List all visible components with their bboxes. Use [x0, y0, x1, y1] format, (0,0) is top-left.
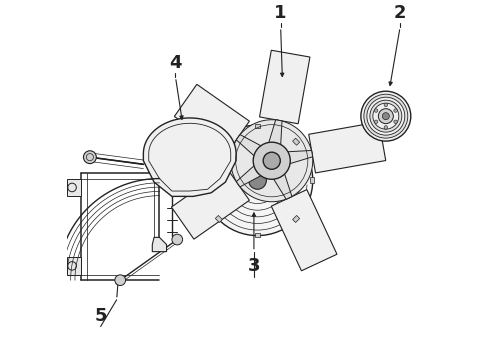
Polygon shape: [67, 257, 81, 275]
Circle shape: [361, 91, 411, 141]
Polygon shape: [215, 215, 222, 222]
Circle shape: [367, 97, 405, 135]
Circle shape: [374, 120, 378, 123]
Polygon shape: [268, 120, 282, 148]
Circle shape: [172, 234, 183, 245]
Polygon shape: [67, 179, 81, 197]
Circle shape: [248, 171, 267, 189]
Text: 5: 5: [95, 307, 107, 325]
Circle shape: [378, 109, 393, 123]
Polygon shape: [215, 138, 222, 145]
Circle shape: [394, 120, 397, 123]
Polygon shape: [255, 233, 260, 237]
Text: 2: 2: [394, 4, 406, 22]
Circle shape: [394, 109, 397, 112]
Polygon shape: [201, 177, 205, 183]
Polygon shape: [236, 135, 264, 158]
Circle shape: [115, 275, 125, 285]
Polygon shape: [172, 168, 249, 239]
Circle shape: [384, 103, 388, 107]
Polygon shape: [293, 138, 300, 145]
Circle shape: [253, 142, 290, 179]
Polygon shape: [285, 150, 313, 165]
Polygon shape: [272, 171, 292, 199]
Polygon shape: [255, 123, 260, 128]
Circle shape: [231, 120, 313, 202]
Circle shape: [370, 100, 402, 132]
Circle shape: [364, 94, 408, 138]
Circle shape: [384, 126, 388, 129]
Polygon shape: [144, 118, 236, 197]
Polygon shape: [293, 215, 300, 222]
Circle shape: [373, 103, 399, 129]
Text: 3: 3: [247, 257, 260, 275]
Polygon shape: [260, 50, 310, 124]
Circle shape: [263, 152, 280, 169]
Polygon shape: [309, 122, 386, 173]
Polygon shape: [271, 190, 337, 271]
Circle shape: [83, 151, 97, 163]
Circle shape: [382, 113, 390, 120]
Polygon shape: [174, 84, 249, 153]
Text: 1: 1: [274, 4, 287, 22]
Polygon shape: [236, 164, 264, 187]
Polygon shape: [310, 177, 314, 183]
Circle shape: [202, 125, 313, 235]
Text: 4: 4: [169, 54, 182, 72]
Polygon shape: [152, 237, 167, 252]
Circle shape: [374, 109, 378, 112]
